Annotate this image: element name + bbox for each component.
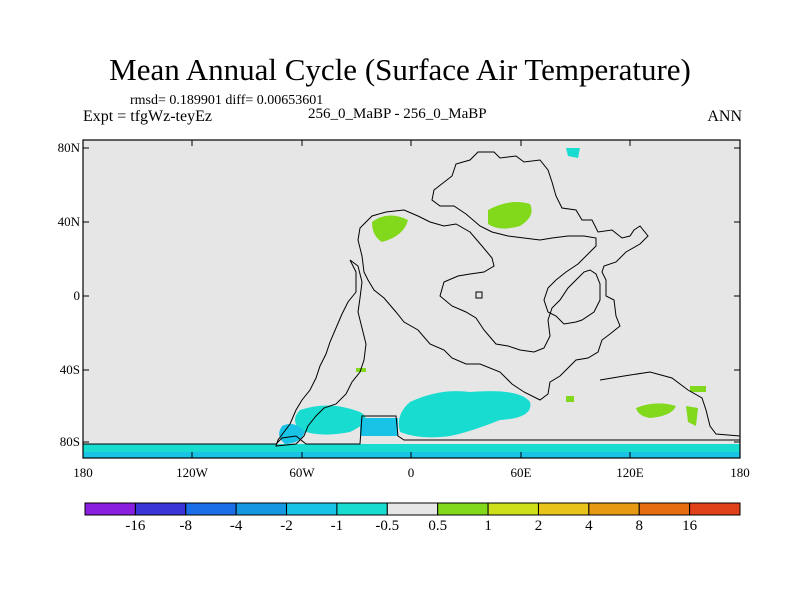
colorbar-box bbox=[537, 502, 590, 516]
colorbar-label: -4 bbox=[229, 518, 243, 534]
patch-indian-ocean bbox=[636, 403, 676, 418]
statistics-line: rmsd= 0.189901 diff= 0.00653601 bbox=[130, 93, 324, 108]
colorbar-box bbox=[134, 502, 187, 516]
x-tick-label: 180 bbox=[73, 465, 93, 480]
x-tick-label: 120E bbox=[616, 465, 644, 480]
patch-australia-east bbox=[686, 406, 698, 426]
colorbar-box bbox=[638, 502, 691, 516]
colorbar-label: 0.5 bbox=[428, 518, 448, 534]
colorbar-label: 8 bbox=[635, 518, 643, 534]
patch-eurasia bbox=[488, 202, 532, 229]
y-tick-label: 80S bbox=[59, 434, 80, 449]
y-tick-label: 80N bbox=[57, 140, 80, 155]
season-label: ANN bbox=[707, 108, 742, 125]
colorbar-label: -2 bbox=[280, 518, 293, 534]
colorbar-label: -16 bbox=[125, 518, 146, 534]
plot-title: Mean Annual Cycle (Surface Air Temperatu… bbox=[109, 52, 691, 87]
x-tick-label: 120W bbox=[176, 465, 208, 480]
x-tick-label: 180 bbox=[730, 465, 750, 480]
patch-south-atlantic bbox=[398, 391, 531, 438]
x-tick-label: 0 bbox=[407, 465, 415, 480]
patch-arctic bbox=[566, 148, 580, 158]
patch-south-pacific bbox=[295, 405, 366, 435]
colorbar-label: 2 bbox=[534, 518, 543, 534]
colorbar-box bbox=[437, 502, 489, 516]
patch-sea-of-weddell bbox=[360, 418, 398, 436]
patch-small-far-east bbox=[690, 386, 706, 392]
colorbar-label: -1 bbox=[330, 518, 344, 534]
colorbar-box bbox=[336, 502, 388, 516]
colorbar-box bbox=[386, 502, 439, 516]
colorbar-box bbox=[487, 502, 539, 516]
colorbar-box bbox=[588, 502, 640, 516]
coastline-south-america bbox=[275, 259, 367, 447]
colorbar-label: -8 bbox=[179, 518, 193, 534]
experiment-label: Expt = tfgWz-teyEz bbox=[83, 108, 212, 125]
patch-small-east bbox=[566, 396, 574, 402]
x-tick-label: 60W bbox=[289, 465, 315, 480]
colorbar-box bbox=[84, 502, 136, 516]
patch-north-america bbox=[372, 215, 408, 242]
colorbar-label: 4 bbox=[585, 518, 593, 534]
colorbar-box bbox=[185, 502, 237, 516]
colorbar-box bbox=[689, 502, 741, 516]
colorbar-label: 1 bbox=[484, 518, 492, 534]
colorbar-box bbox=[286, 502, 338, 516]
y-tick-label: 0 bbox=[73, 288, 81, 303]
y-tick-label: 40N bbox=[57, 214, 80, 229]
colorbar-label: 16 bbox=[682, 518, 698, 534]
tick-marks bbox=[83, 140, 740, 458]
colorbar-boxes bbox=[84, 502, 741, 516]
colorbar-label: -0.5 bbox=[375, 518, 400, 534]
coastline-supercontinent bbox=[357, 151, 649, 401]
coastline-east-south bbox=[599, 371, 741, 437]
anomaly-patches bbox=[83, 148, 740, 458]
colorbar-box bbox=[235, 502, 288, 516]
y-tick-label: 40S bbox=[59, 362, 80, 377]
case-label: 256_0_MaBP - 256_0_MaBP bbox=[308, 106, 487, 122]
x-tick-label: 60E bbox=[510, 465, 532, 480]
patch-pacific-left bbox=[279, 424, 305, 444]
coastline-small-island bbox=[475, 291, 483, 299]
